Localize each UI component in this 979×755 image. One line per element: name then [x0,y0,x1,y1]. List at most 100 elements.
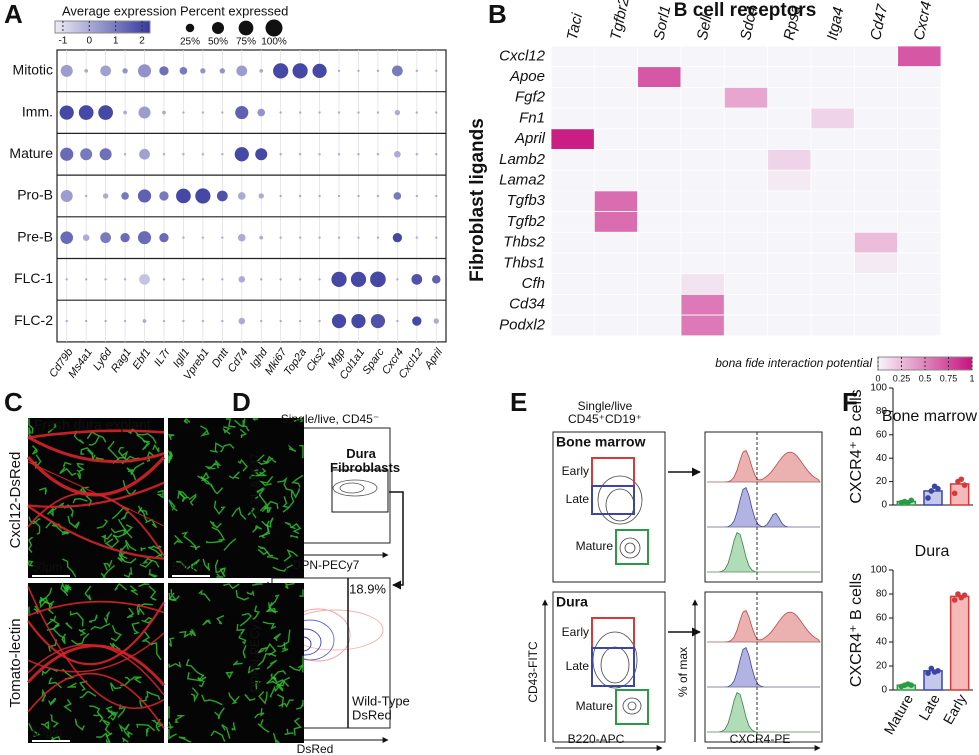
green-signal [174,715,186,723]
heatmap-cell [853,128,899,150]
ligand-label: Thbs1 [503,254,545,271]
heatmap-cell [593,293,639,316]
dot [370,313,386,329]
gate-title: Single/live, CD45⁻ [281,412,379,426]
green-signal [214,559,225,574]
red-vessel [27,481,165,508]
gate-label: Early [562,464,589,478]
colorbar-tick-label: 1 [969,373,974,383]
heatmap-cell [680,190,725,212]
heatmap-cell [680,107,725,130]
chart-title: Dura [915,543,950,560]
green-signal [120,544,128,560]
green-signal [88,614,98,623]
colorbar [54,20,151,34]
axis-title: Fibroblast ligands [467,118,488,282]
green-signal [126,467,137,481]
data-point [951,490,958,497]
green-signal [168,661,182,668]
heatmap-cell [853,169,899,192]
dot [201,278,205,281]
y-tick-label: 0 [881,500,887,511]
legend-label: DsRed [352,707,392,722]
axis-title: CXCR4⁺ B cells [848,573,865,687]
heatmap-cell [767,107,812,130]
dot [221,153,224,156]
dot [396,319,399,323]
heatmap-cell [897,169,942,192]
green-signal [231,506,247,520]
dot [237,233,246,242]
heatmap-cell [593,190,639,212]
green-signal [228,692,240,705]
gate [331,469,389,513]
dot [394,150,401,158]
heatmap-cell [550,87,595,109]
heatmap-cell [550,293,595,316]
dot [234,147,249,162]
dot [138,106,151,119]
heatmap-cell [767,314,812,337]
green-signal [261,520,270,539]
heatmap-cell [680,252,725,275]
dot [102,193,109,199]
green-signal [214,707,225,720]
dot [396,278,399,281]
panel-letter: F [842,387,858,417]
green-signal [299,589,304,597]
axis-title: CXCR4⁺ B cells [848,389,865,503]
red-vessel [27,492,165,557]
scale-bar-label: 50µm [172,560,202,574]
green-signal [269,685,277,698]
axis-title: CXCR4-PE [730,732,791,746]
dot [312,63,327,78]
data-point [908,497,915,504]
dot [331,271,347,287]
green-signal [293,418,305,423]
panel-letter: C [4,387,23,417]
dot [201,153,205,156]
receptor-label: Taci [564,11,586,42]
heatmap-cell [897,211,942,233]
red-vessel [27,435,165,464]
green-signal [177,490,190,499]
green-signal [242,644,247,659]
heatmap-cell [637,252,682,275]
green-signal [257,646,269,654]
green-signal [102,719,112,736]
dot [376,194,380,198]
green-signal [28,723,41,738]
green-signal [28,536,34,553]
green-signal [209,520,222,529]
dot [255,148,268,161]
dot [60,64,73,77]
green-signal [223,583,240,590]
dot [337,69,341,73]
heatmap-cell [897,87,942,109]
heatmap-cell [550,252,595,275]
dot [82,234,90,241]
heatmap-cell [853,273,899,295]
green-signal [80,447,94,455]
green-signal [146,690,161,700]
dot [179,67,188,75]
heatmap-cell [637,169,682,192]
green-signal [69,611,84,627]
green-signal [114,583,127,591]
green-signal [282,490,295,513]
dot [238,276,246,283]
receptor-label: Cxcr4 [910,0,935,42]
dot [376,111,380,114]
heatmap-cell [897,293,942,316]
receptor-label: Itga4 [824,5,848,41]
green-signal [63,699,72,713]
histograms [707,432,821,742]
green-signal [59,466,77,476]
green-signal [64,583,72,592]
heatmap-cell [897,231,942,254]
green-signal [110,711,119,721]
green-signal [76,469,81,480]
dot [142,319,147,323]
green-signal [293,717,302,736]
green-signal [249,471,268,479]
